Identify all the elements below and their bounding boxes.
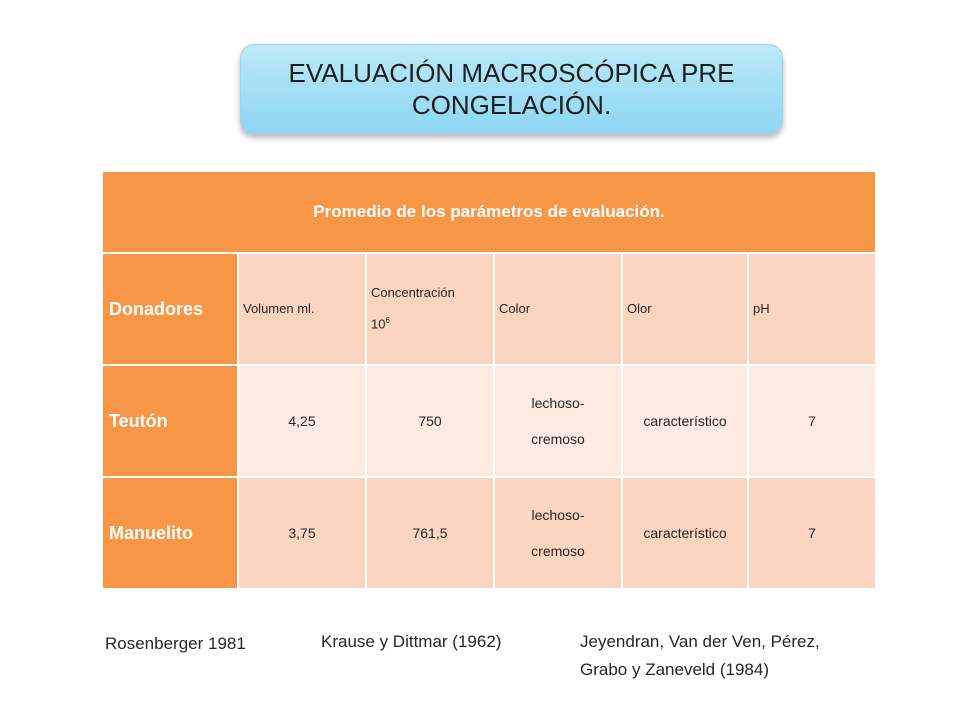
donor-name: Teutón [101,364,239,478]
header-concentracion-label: Concentración [371,285,455,301]
title-banner: EVALUACIÓN MACROSCÓPICA PRE CONGELACIÓN. [240,44,783,134]
header-olor: Olor [621,252,749,366]
table-row: Manuelito 3,75 761,5 lechoso- cremoso ca… [101,476,878,590]
header-concentracion-exp: 6 [385,316,390,326]
slide-title: EVALUACIÓN MACROSCÓPICA PRE CONGELACIÓN. [288,58,735,120]
cell-color-line2: cremoso [531,431,585,447]
evaluation-table: Promedio de los parámetros de evaluación… [100,170,878,590]
table-caption: Promedio de los parámetros de evaluación… [100,170,878,254]
header-donadores: Donadores [101,252,239,366]
reference-jeyendran: Jeyendran, Van der Ven, Pérez, Grabo y Z… [580,628,820,684]
cell-ph: 7 [746,364,878,478]
cell-concentracion: 750 [365,364,495,478]
cell-color-line2: cremoso [531,543,585,559]
cell-color-line1: lechoso- [531,507,585,523]
reference-rosenberger: Rosenberger 1981 [105,634,246,653]
header-concentracion: Concentración 106 [365,252,495,366]
reference-krause: Krause y Dittmar (1962) [321,632,502,651]
cell-color: lechoso- cremoso [493,476,623,590]
reference-jeyendran-line2: Grabo y Zaneveld (1984) [580,660,769,679]
header-color: Color [493,252,623,366]
header-volumen: Volumen ml. [237,252,367,366]
header-ph: pH [746,252,878,366]
cell-volumen: 4,25 [237,364,367,478]
cell-color-line1: lechoso- [531,395,585,411]
table-row: Teutón 4,25 750 lechoso- cremoso caracte… [101,364,878,478]
cell-concentracion: 761,5 [365,476,495,590]
cell-ph: 7 [746,476,878,590]
cell-volumen: 3,75 [237,476,367,590]
table-header-row: Donadores Volumen ml. Concentración 106 … [101,252,878,366]
header-concentracion-base: 10 [371,316,386,332]
cell-olor: característico [621,364,749,478]
cell-color: lechoso- cremoso [493,364,623,478]
reference-jeyendran-line1: Jeyendran, Van der Ven, Pérez, [580,632,820,651]
cell-olor: característico [621,476,749,590]
donor-name: Manuelito [101,476,239,590]
